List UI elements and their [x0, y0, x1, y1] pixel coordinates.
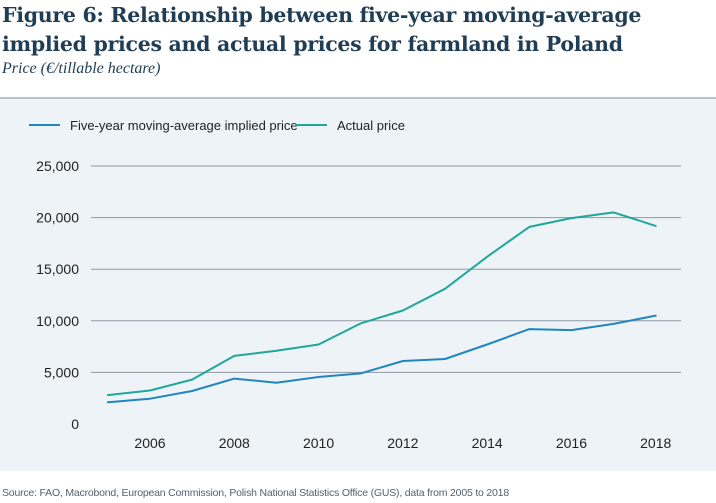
x-tick-label: 2008 [219, 435, 250, 451]
y-tick-label: 10,000 [36, 313, 79, 329]
y-tick-label: 15,000 [36, 261, 79, 277]
line-chart: 0 5,000 10,000 15,000 20,000 25,000 2006 2008 20… [29, 118, 681, 451]
x-tick-label: 2012 [387, 435, 418, 451]
x-tick-label: 2014 [472, 435, 503, 451]
x-tick-label: 2010 [303, 435, 334, 451]
series-line-implied-price [106, 314, 657, 404]
y-tick-label: 20,000 [36, 210, 79, 226]
chart-title: Figure 6: Relationship between five-year… [2, 3, 642, 56]
y-tick-label: 5,000 [44, 364, 79, 380]
x-tick-label: 2006 [134, 435, 165, 451]
chart-panel: 0 5,000 10,000 15,000 20,000 25,000 2006 2008 20… [0, 97, 716, 471]
chart-subtitle: Price (€/tillable hectare) [2, 60, 161, 77]
legend-label: Five-year moving-average implied price [70, 118, 298, 133]
source-note: Source: FAO, Macrobond, European Commiss… [2, 487, 509, 499]
legend-label: Actual price [337, 118, 405, 133]
series-line-actual-price [106, 211, 657, 397]
x-tick-label: 2018 [640, 435, 671, 451]
y-tick-label: 25,000 [36, 158, 79, 174]
y-tick-label: 0 [71, 416, 79, 432]
x-tick-label: 2016 [556, 435, 587, 451]
